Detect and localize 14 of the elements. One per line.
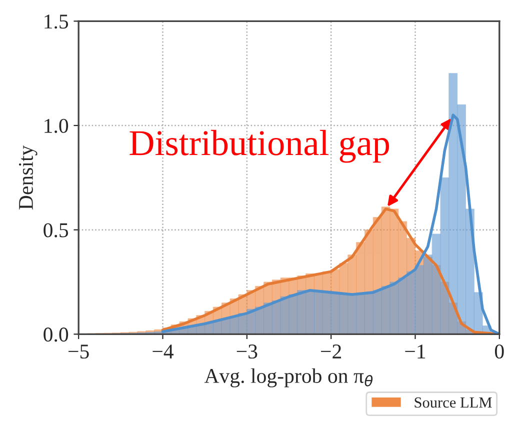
x-tick-label: −3 [236, 344, 258, 359]
x-tick-label: −2 [321, 344, 342, 358]
y-tick-label: 0.5 [44, 223, 68, 238]
y-axis-title: Density [18, 145, 38, 210]
legend-label: Source LLM [414, 397, 492, 408]
y-tick-label: 1.5 [44, 14, 68, 29]
x-tick-label: −1 [405, 344, 426, 358]
y-tick-label: 0.0 [44, 328, 68, 342]
x-tick-label: 0 [494, 344, 504, 359]
x-axis-title: Avg. log-prob on π$_{θ}$ [204, 368, 373, 388]
annotation: Distributional gap [130, 130, 390, 163]
x-tick-label: −4 [152, 344, 174, 358]
x-tick-label: −5 [68, 344, 89, 359]
y-tick-label: 1.0 [44, 118, 68, 134]
